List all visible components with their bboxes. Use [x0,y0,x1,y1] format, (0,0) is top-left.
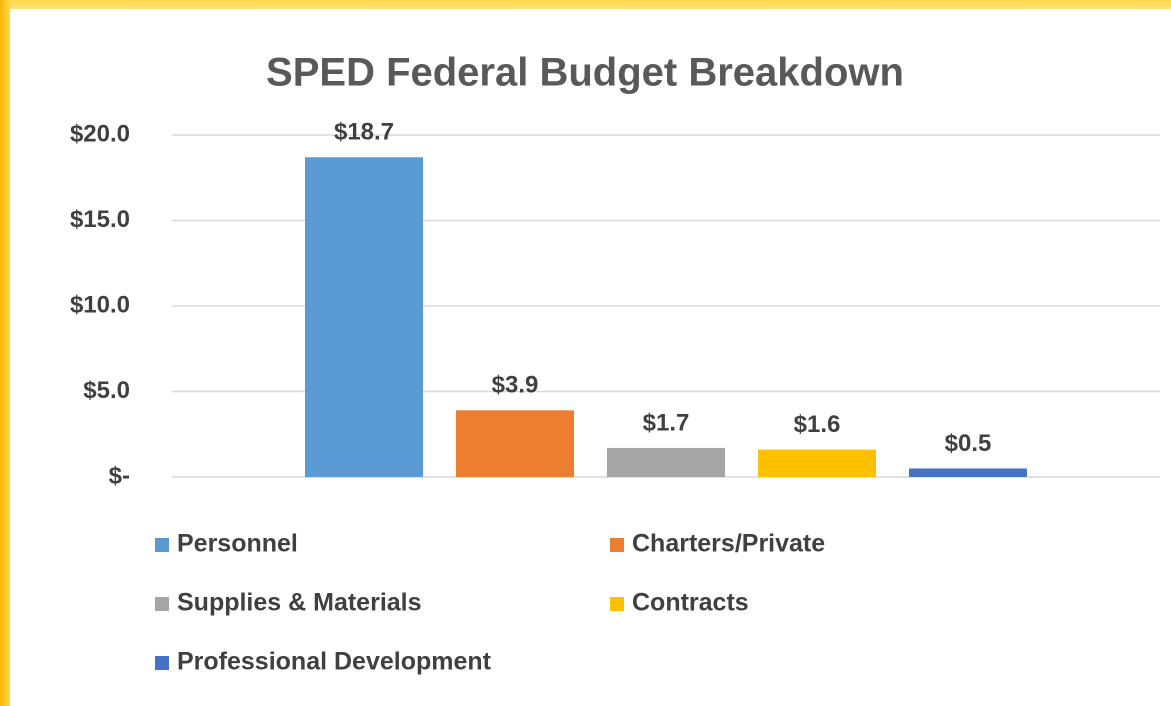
y-tick-label: $20.0 [70,120,130,147]
legend-swatch [155,538,169,552]
bar [909,468,1027,477]
bar [758,449,876,477]
legend-swatch [155,597,169,611]
bar [607,447,725,477]
legend-swatch [155,656,169,670]
data-label: $3.9 [492,372,539,399]
chart-area [10,9,1171,706]
legend-swatch [610,597,624,611]
y-tick-label: $5.0 [83,377,130,404]
legend-label: Charters/Private [632,530,825,558]
bar [456,410,574,477]
legend-label: Contracts [632,589,749,617]
y-tick-label: $15.0 [70,206,130,233]
legend-swatch [610,538,624,552]
y-tick-label: $- [109,462,130,489]
chart-title: SPED Federal Budget Breakdown [266,51,904,95]
data-label: $0.5 [945,430,992,457]
y-tick-label: $10.0 [70,291,130,318]
legend-label: Professional Development [177,648,492,676]
legend-label: Personnel [177,530,298,558]
data-label: $1.6 [794,411,841,438]
bar [305,157,423,478]
data-label: $1.7 [643,409,690,436]
legend-label: Supplies & Materials [177,589,422,617]
data-label: $18.7 [334,119,394,146]
